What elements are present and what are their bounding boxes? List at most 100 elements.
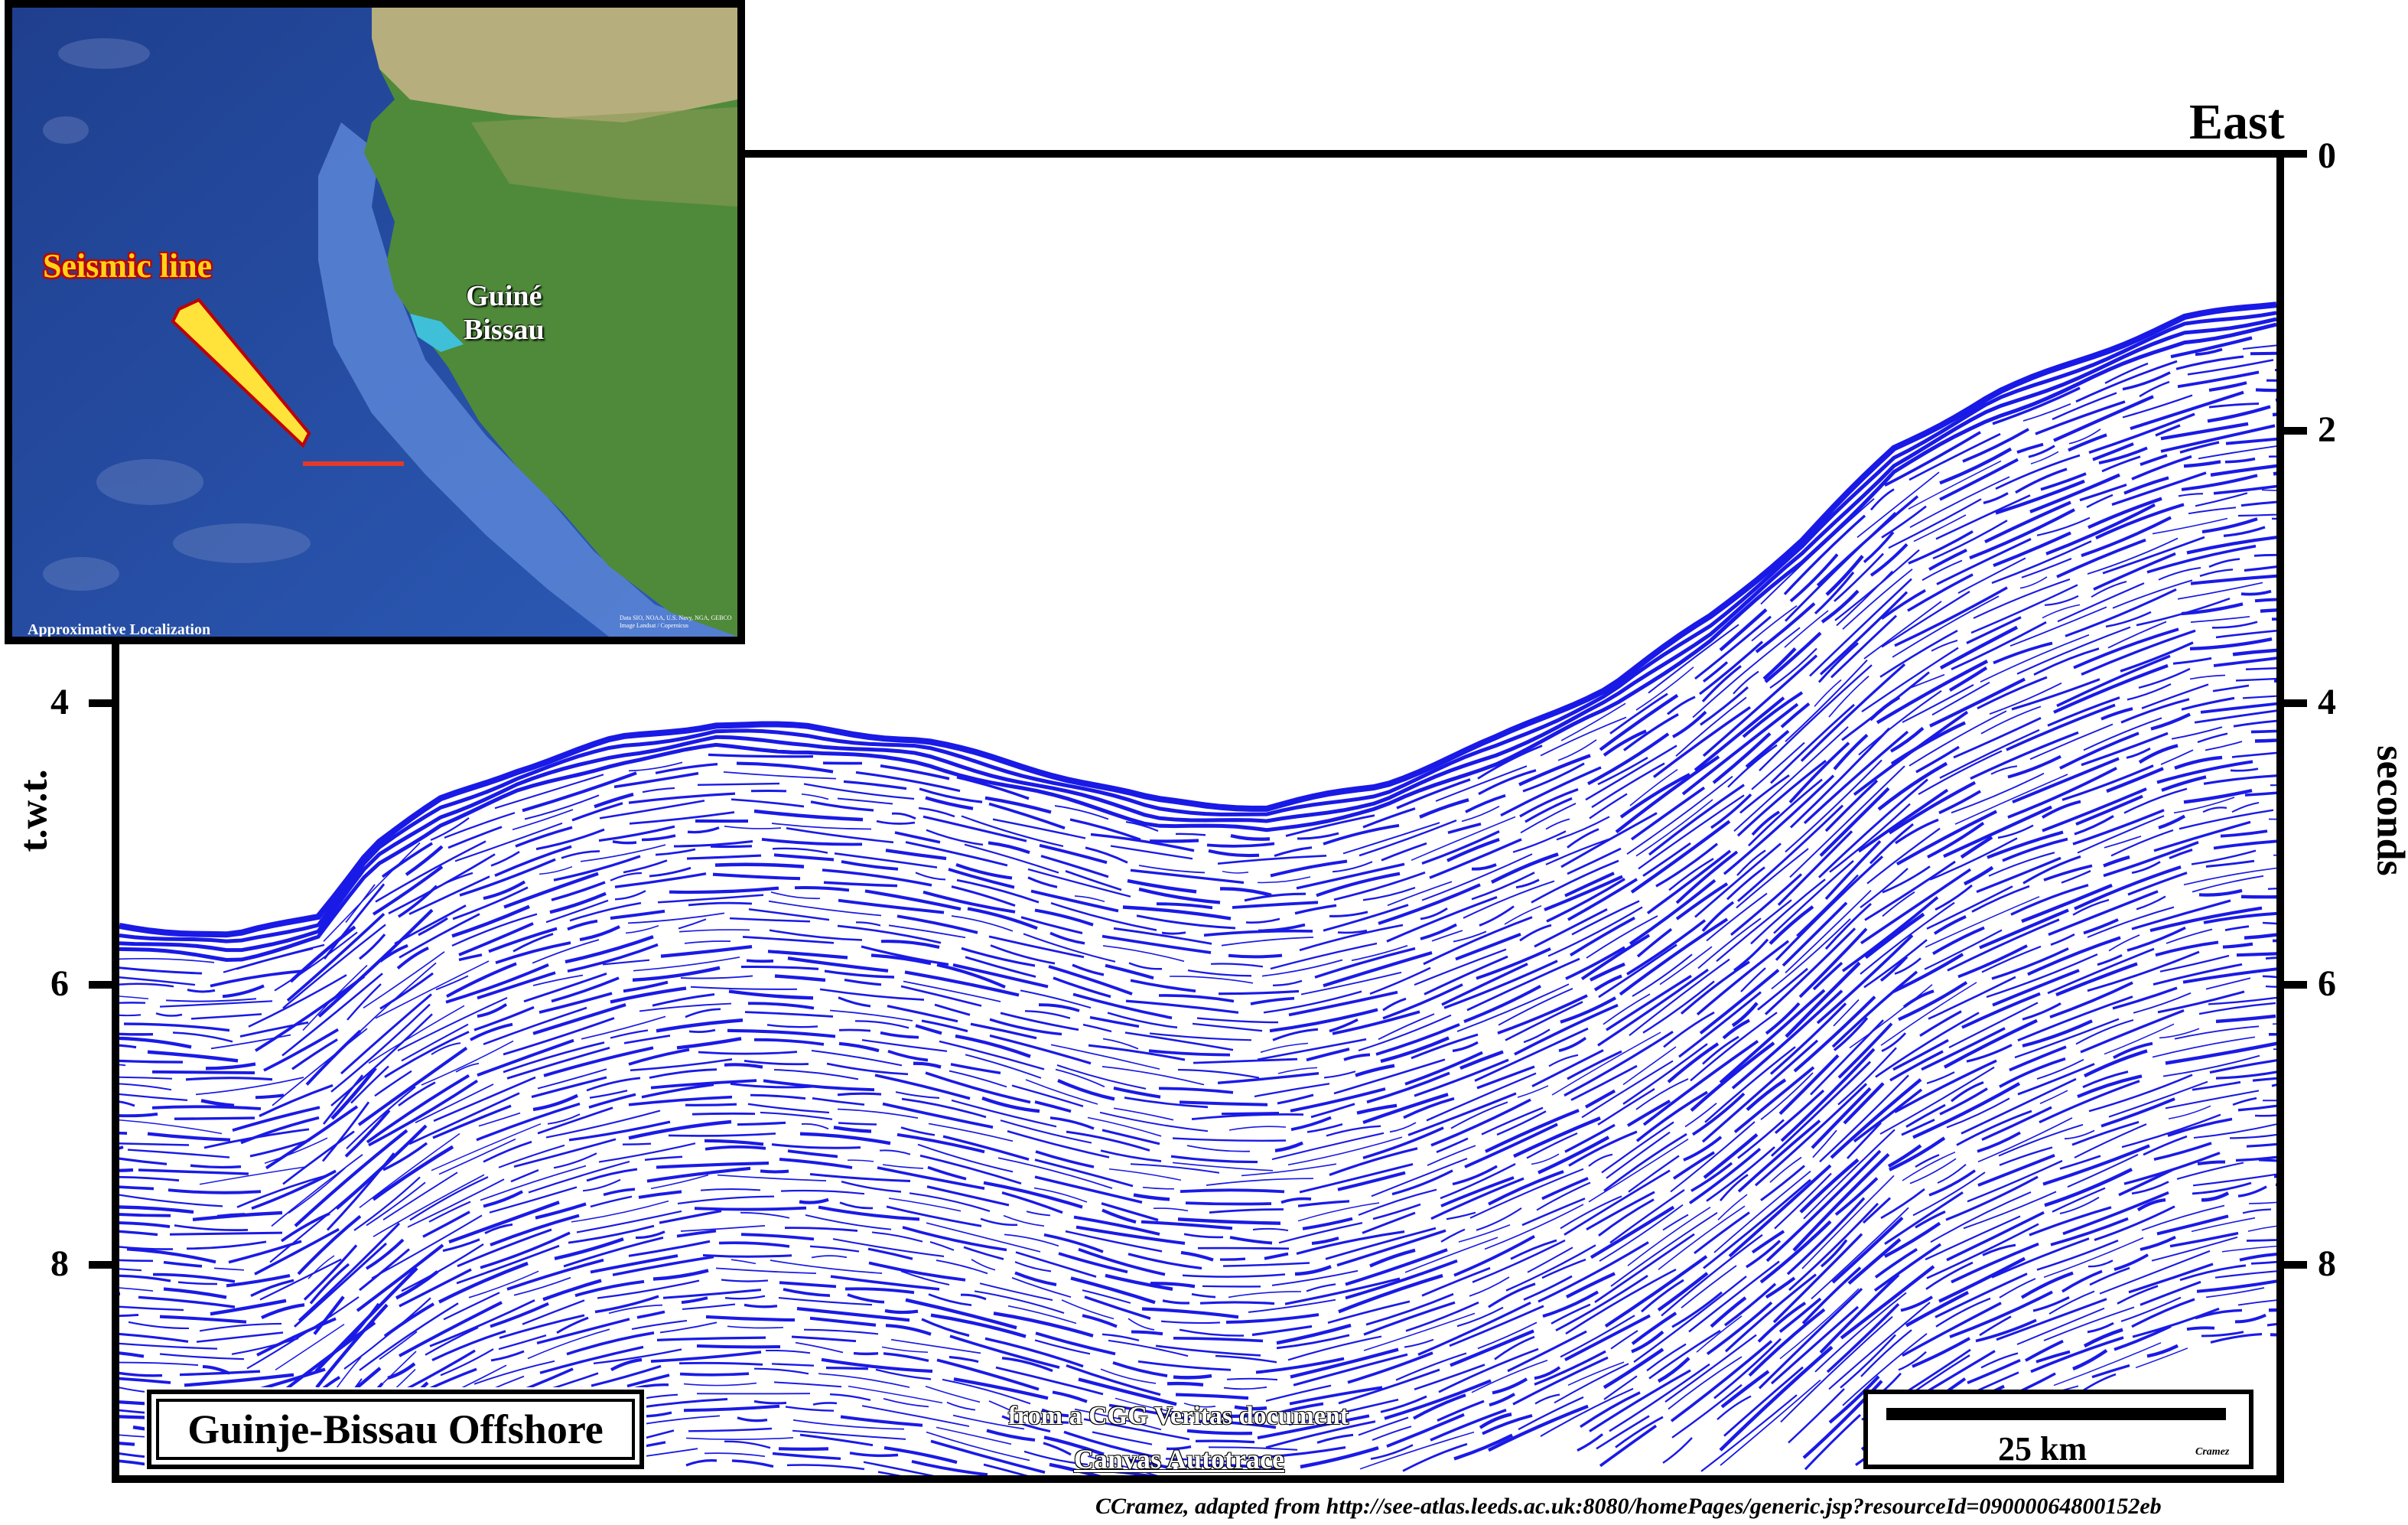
reflector-segment bbox=[568, 1224, 655, 1244]
reflector-segment bbox=[2114, 1253, 2149, 1272]
reflector-segment bbox=[1981, 945, 2042, 973]
reflector-segment bbox=[1737, 1119, 1785, 1159]
reflector-segment bbox=[1175, 1393, 1249, 1400]
reflector-segment bbox=[1276, 1334, 1350, 1350]
reflector-segment bbox=[1521, 1198, 1586, 1227]
reflector-segment bbox=[554, 1237, 624, 1261]
seismic-section bbox=[112, 150, 2284, 1483]
reflector-segment bbox=[1438, 1347, 1539, 1393]
reflector-segment bbox=[2192, 875, 2264, 893]
reflector-segment bbox=[163, 1260, 203, 1268]
reflector-segment bbox=[2265, 985, 2276, 988]
reflector-segment bbox=[1633, 1276, 1747, 1363]
reflector-segment bbox=[1469, 1168, 1584, 1219]
reflector-segment bbox=[1769, 1156, 1802, 1183]
reflector-segment bbox=[2011, 678, 2100, 711]
reflector-segment bbox=[2232, 648, 2276, 657]
reflector-segment bbox=[2059, 732, 2140, 770]
reflector-segment bbox=[2177, 582, 2263, 600]
reflector-segment bbox=[1889, 726, 1925, 753]
reflector-segment bbox=[383, 1302, 435, 1338]
reflector-segment bbox=[1567, 1361, 1625, 1387]
reflector-segment bbox=[1869, 488, 1895, 511]
reflector-segment bbox=[368, 1079, 479, 1147]
reflector-segment bbox=[681, 1296, 708, 1305]
reflector-segment bbox=[2151, 1236, 2238, 1262]
reflector-segment bbox=[656, 1336, 766, 1341]
reflector-segment bbox=[763, 1079, 875, 1092]
reflector-segment bbox=[1453, 1235, 1535, 1277]
reflector-segment bbox=[988, 935, 1085, 959]
reflector-segment bbox=[1217, 1072, 1320, 1084]
reflector-segment bbox=[1210, 963, 1264, 968]
reflector-segment bbox=[1814, 679, 1842, 707]
reflector-segment bbox=[1585, 745, 1677, 801]
reflector-segment bbox=[1935, 1297, 1991, 1328]
reflector-segment bbox=[586, 1077, 641, 1092]
reflector-segment bbox=[657, 894, 764, 904]
reflector-segment bbox=[568, 1120, 671, 1142]
reflector-segment bbox=[1603, 1347, 1664, 1390]
reflector-segment bbox=[1325, 1227, 1437, 1260]
reflector-segment bbox=[1343, 1053, 1371, 1061]
reflector-segment bbox=[2068, 433, 2107, 452]
reflector-segment bbox=[874, 1074, 971, 1100]
reflector-segment bbox=[2104, 1023, 2175, 1055]
reflector-segment bbox=[119, 1332, 189, 1343]
reflector-segment bbox=[1785, 659, 1868, 742]
reflector-segment bbox=[688, 1427, 773, 1432]
reflector-segment bbox=[1101, 1333, 1140, 1341]
reflector-segment bbox=[1488, 1170, 1564, 1206]
reflector-segment bbox=[678, 918, 707, 930]
reflector-segment bbox=[1694, 842, 1782, 918]
reflector-segment bbox=[1757, 967, 1808, 1011]
reflector-segment bbox=[1082, 1289, 1131, 1304]
reflector-segment bbox=[838, 1122, 877, 1126]
reflector-segment bbox=[2036, 1240, 2119, 1271]
reflector-segment bbox=[1760, 1165, 1805, 1201]
reflector-segment bbox=[948, 868, 1015, 889]
reflector-segment bbox=[1255, 1357, 1345, 1374]
reflector-segment bbox=[375, 960, 490, 1019]
reflector-segment bbox=[786, 1464, 865, 1471]
reflector-segment bbox=[659, 1321, 718, 1334]
reflector-segment bbox=[1879, 629, 1958, 678]
reflector-segment bbox=[488, 927, 558, 953]
reflector-segment bbox=[483, 1006, 587, 1046]
reflector-segment bbox=[2153, 1142, 2212, 1162]
reflector-segment bbox=[1101, 1129, 1160, 1145]
reflector-segment bbox=[1751, 604, 1798, 642]
reflector-segment bbox=[1825, 555, 1864, 596]
reflector-segment bbox=[1023, 933, 1116, 963]
reflector-segment bbox=[537, 1106, 613, 1135]
reflector-segment bbox=[448, 1201, 560, 1244]
reflector-segment bbox=[1124, 1097, 1209, 1109]
reflector-segment bbox=[1860, 868, 1972, 945]
reflector-segment bbox=[1261, 959, 1343, 977]
reflector-segment bbox=[1172, 1162, 1274, 1171]
reflector-segment bbox=[837, 1108, 919, 1119]
reflector-segment bbox=[769, 929, 863, 941]
reflector-segment bbox=[353, 1176, 421, 1231]
reflector-segment bbox=[1599, 1204, 1684, 1262]
reflector-segment bbox=[1900, 1295, 1934, 1312]
reflector-segment bbox=[452, 886, 529, 921]
reflector-segment bbox=[879, 1149, 911, 1155]
reflector-segment bbox=[379, 1331, 418, 1360]
reflector-segment bbox=[1876, 660, 1989, 725]
reflector-segment bbox=[868, 1261, 966, 1282]
reflector-segment bbox=[372, 1145, 454, 1201]
reflector-segment bbox=[923, 890, 1016, 914]
reflector-segment bbox=[1332, 1010, 1420, 1035]
reflector-segment bbox=[1105, 1273, 1173, 1291]
reflector-segment bbox=[2072, 809, 2165, 846]
reflector-segment bbox=[1234, 1405, 1267, 1411]
reflector-segment bbox=[569, 901, 642, 922]
reflector-segment bbox=[723, 771, 837, 780]
reflector-segment bbox=[628, 1119, 732, 1140]
reflector-segment bbox=[736, 761, 834, 774]
reflector-segment bbox=[1875, 1012, 1980, 1078]
reflector-segment bbox=[163, 1287, 227, 1299]
reflector-segment bbox=[1294, 904, 1337, 915]
reflector-segment bbox=[1930, 1191, 2032, 1243]
